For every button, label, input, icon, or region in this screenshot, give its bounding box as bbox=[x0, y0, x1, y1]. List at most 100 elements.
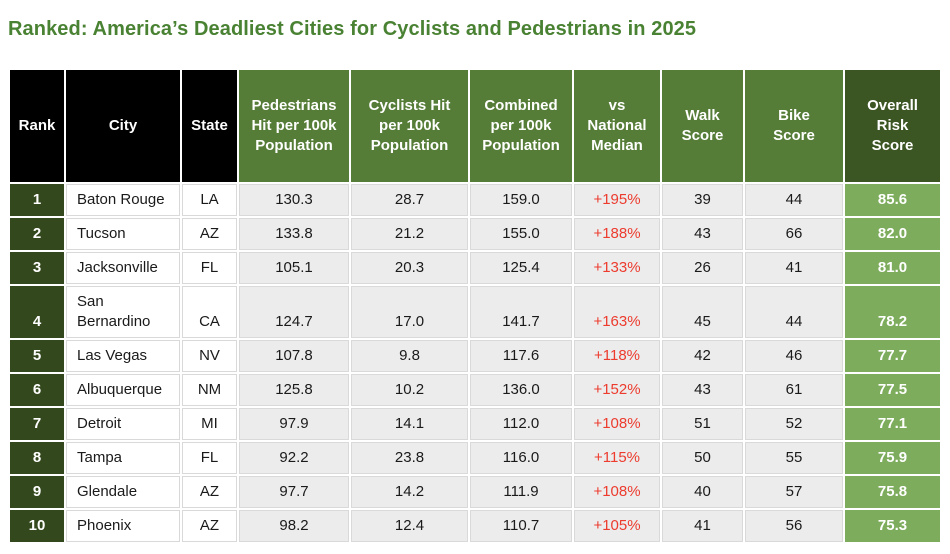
cell-walk: 39 bbox=[662, 184, 743, 216]
cell-cyc: 12.4 bbox=[351, 510, 468, 542]
cell-cyc: 20.3 bbox=[351, 252, 468, 284]
cell-walk: 50 bbox=[662, 442, 743, 474]
cell-state: FL bbox=[182, 252, 237, 284]
cell-city: Las Vegas bbox=[66, 340, 180, 372]
page-title: Ranked: America’s Deadliest Cities for C… bbox=[8, 18, 697, 40]
table-row: 3 Jacksonville FL 105.1 20.3 125.4 +133% 26 41 81… bbox=[10, 252, 940, 284]
cell-walk: 45 bbox=[662, 286, 743, 338]
header-pedestrians-hit: Pedestrians Hit per 100k Population bbox=[239, 70, 349, 182]
cell-state: CA bbox=[182, 286, 237, 338]
cell-combined: 111.9 bbox=[470, 476, 572, 508]
cell-rank: 8 bbox=[10, 442, 64, 474]
cell-state: LA bbox=[182, 184, 237, 216]
table-row: 7 Detroit MI 97.9 14.1 112.0 +108% 51 52 77.1 bbox=[10, 408, 940, 440]
cell-city: Detroit bbox=[66, 408, 180, 440]
cell-city: San Bernardino bbox=[66, 286, 180, 338]
cell-vs: +105% bbox=[574, 510, 660, 542]
table-row: 1 Baton Rouge LA 130.3 28.7 159.0 +195% 39 44 85.… bbox=[10, 184, 940, 216]
cell-vs: +108% bbox=[574, 476, 660, 508]
header-overall-risk-score: Overall Risk Score bbox=[845, 70, 940, 182]
cell-rank: 7 bbox=[10, 408, 64, 440]
cell-combined: 112.0 bbox=[470, 408, 572, 440]
cell-bike: 46 bbox=[745, 340, 843, 372]
cell-combined: 117.6 bbox=[470, 340, 572, 372]
cell-city: Tampa bbox=[66, 442, 180, 474]
cell-ped: 133.8 bbox=[239, 218, 349, 250]
cell-cyc: 17.0 bbox=[351, 286, 468, 338]
cell-risk: 77.5 bbox=[845, 374, 940, 406]
cell-city: Tucson bbox=[66, 218, 180, 250]
cell-city: Jacksonville bbox=[66, 252, 180, 284]
header-city: City bbox=[66, 70, 180, 182]
cell-city: Glendale bbox=[66, 476, 180, 508]
cell-ped: 105.1 bbox=[239, 252, 349, 284]
cell-bike: 57 bbox=[745, 476, 843, 508]
cell-risk: 85.6 bbox=[845, 184, 940, 216]
cell-city: Phoenix bbox=[66, 510, 180, 542]
cell-risk: 75.8 bbox=[845, 476, 940, 508]
cell-bike: 61 bbox=[745, 374, 843, 406]
cell-cyc: 14.1 bbox=[351, 408, 468, 440]
cell-combined: 116.0 bbox=[470, 442, 572, 474]
cell-risk: 77.7 bbox=[845, 340, 940, 372]
cell-cyc: 9.8 bbox=[351, 340, 468, 372]
cell-ped: 130.3 bbox=[239, 184, 349, 216]
header-cyclists-hit: Cyclists Hit per 100k Population bbox=[351, 70, 468, 182]
cell-walk: 42 bbox=[662, 340, 743, 372]
cell-vs: +152% bbox=[574, 374, 660, 406]
cell-walk: 26 bbox=[662, 252, 743, 284]
cell-rank: 4 bbox=[10, 286, 64, 338]
cell-bike: 44 bbox=[745, 184, 843, 216]
header-walk-score: Walk Score bbox=[662, 70, 743, 182]
cell-ped: 98.2 bbox=[239, 510, 349, 542]
cell-rank: 9 bbox=[10, 476, 64, 508]
cell-state: NV bbox=[182, 340, 237, 372]
cell-city: Baton Rouge bbox=[66, 184, 180, 216]
cell-risk: 78.2 bbox=[845, 286, 940, 338]
cell-ped: 107.8 bbox=[239, 340, 349, 372]
table-header: Rank City State Pedestrians Hit per 100k… bbox=[10, 70, 940, 182]
cell-combined: 155.0 bbox=[470, 218, 572, 250]
cell-state: AZ bbox=[182, 476, 237, 508]
cell-state: AZ bbox=[182, 510, 237, 542]
cell-walk: 43 bbox=[662, 374, 743, 406]
header-row: Rank City State Pedestrians Hit per 100k… bbox=[10, 70, 940, 182]
header-vs-national-median: vs National Median bbox=[574, 70, 660, 182]
cell-combined: 141.7 bbox=[470, 286, 572, 338]
cell-rank: 1 bbox=[10, 184, 64, 216]
cell-vs: +163% bbox=[574, 286, 660, 338]
cell-cyc: 28.7 bbox=[351, 184, 468, 216]
rankings-table: Rank City State Pedestrians Hit per 100k… bbox=[8, 68, 942, 544]
cell-state: FL bbox=[182, 442, 237, 474]
cell-vs: +195% bbox=[574, 184, 660, 216]
cell-ped: 97.9 bbox=[239, 408, 349, 440]
cell-rank: 3 bbox=[10, 252, 64, 284]
cell-state: MI bbox=[182, 408, 237, 440]
cell-risk: 81.0 bbox=[845, 252, 940, 284]
cell-vs: +118% bbox=[574, 340, 660, 372]
table-body: 1 Baton Rouge LA 130.3 28.7 159.0 +195% 39 44 85.… bbox=[10, 184, 940, 542]
cell-walk: 51 bbox=[662, 408, 743, 440]
table-row: 4 San Bernardino CA 124.7 17.0 141.7 +163% 45 44… bbox=[10, 286, 940, 338]
cell-state: AZ bbox=[182, 218, 237, 250]
cell-vs: +133% bbox=[574, 252, 660, 284]
table-row: 8 Tampa FL 92.2 23.8 116.0 +115% 50 55 75.9 bbox=[10, 442, 940, 474]
cell-combined: 159.0 bbox=[470, 184, 572, 216]
table-row: 5 Las Vegas NV 107.8 9.8 117.6 +118% 42 46 77.7 bbox=[10, 340, 940, 372]
cell-combined: 136.0 bbox=[470, 374, 572, 406]
cell-vs: +108% bbox=[574, 408, 660, 440]
table-row: 9 Glendale AZ 97.7 14.2 111.9 +108% 40 57 75.8 bbox=[10, 476, 940, 508]
cell-combined: 110.7 bbox=[470, 510, 572, 542]
cell-combined: 125.4 bbox=[470, 252, 572, 284]
cell-cyc: 14.2 bbox=[351, 476, 468, 508]
cell-bike: 41 bbox=[745, 252, 843, 284]
cell-walk: 41 bbox=[662, 510, 743, 542]
cell-walk: 43 bbox=[662, 218, 743, 250]
cell-ped: 97.7 bbox=[239, 476, 349, 508]
cell-bike: 52 bbox=[745, 408, 843, 440]
cell-cyc: 21.2 bbox=[351, 218, 468, 250]
cell-state: NM bbox=[182, 374, 237, 406]
cell-rank: 10 bbox=[10, 510, 64, 542]
cell-risk: 75.9 bbox=[845, 442, 940, 474]
